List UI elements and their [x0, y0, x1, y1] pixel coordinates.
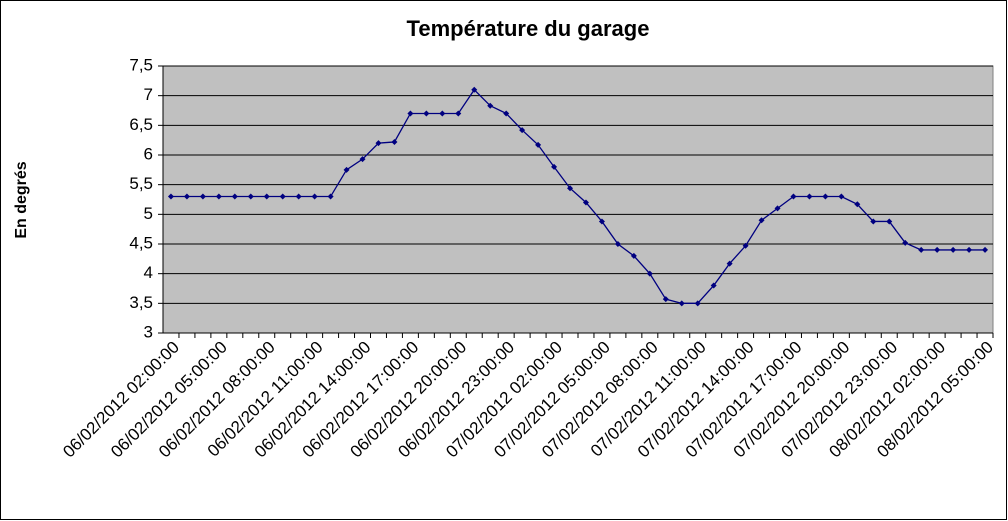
data-point [934, 246, 941, 253]
data-point [503, 110, 510, 117]
data-point [391, 138, 398, 145]
data-point [535, 141, 542, 148]
data-point [966, 246, 973, 253]
data-point [231, 193, 238, 200]
data-point [439, 110, 446, 117]
y-tick-label: 5 [144, 204, 153, 223]
y-tick-label: 6 [144, 144, 153, 163]
data-point [263, 193, 270, 200]
data-point [598, 218, 605, 225]
data-point [199, 193, 206, 200]
data-point [551, 163, 558, 170]
data-point [678, 300, 685, 307]
data-point [886, 218, 893, 225]
data-point [662, 296, 669, 303]
y-tick-label: 5,5 [129, 174, 153, 193]
data-point [742, 242, 749, 249]
series-line [170, 88, 986, 304]
data-point [567, 185, 574, 192]
data-point [838, 193, 845, 200]
y-tick-label: 6,5 [129, 115, 153, 134]
data-point [582, 199, 589, 206]
y-tick-label: 3 [144, 322, 153, 341]
data-point [327, 193, 334, 200]
data-point [295, 193, 302, 200]
data-point [359, 156, 366, 163]
data-point [279, 193, 286, 200]
data-point [519, 127, 526, 134]
chart-title: Température du garage [407, 16, 650, 41]
data-point [710, 282, 717, 289]
y-tick-label: 7,5 [129, 55, 153, 74]
data-point [487, 102, 494, 109]
data-point [630, 252, 637, 259]
data-point [982, 246, 989, 253]
plot-area [162, 65, 994, 334]
data-point [694, 300, 701, 307]
data-point [183, 193, 190, 200]
y-tick-label: 4,5 [129, 233, 153, 252]
data-point [822, 193, 829, 200]
data-point [902, 239, 909, 246]
data-point [790, 193, 797, 200]
data-point [407, 110, 414, 117]
y-tick-label: 4 [144, 263, 153, 282]
y-tick-label: 3,5 [129, 293, 153, 312]
data-point [950, 246, 957, 253]
data-point [726, 260, 733, 267]
data-point [311, 193, 318, 200]
data-point [423, 110, 430, 117]
y-axis-label: En degrés [13, 161, 30, 238]
data-point [806, 193, 813, 200]
data-point [471, 86, 478, 93]
data-point [167, 193, 174, 200]
data-point [758, 217, 765, 224]
data-point [343, 166, 350, 173]
y-tick-label: 7 [144, 85, 153, 104]
data-point [455, 110, 462, 117]
data-point [375, 140, 382, 147]
data-point [870, 218, 877, 225]
data-point [646, 270, 653, 277]
data-point [247, 193, 254, 200]
data-point [774, 205, 781, 212]
data-point [614, 241, 621, 247]
data-point [215, 193, 222, 200]
data-point [854, 201, 861, 208]
data-point [918, 246, 925, 253]
